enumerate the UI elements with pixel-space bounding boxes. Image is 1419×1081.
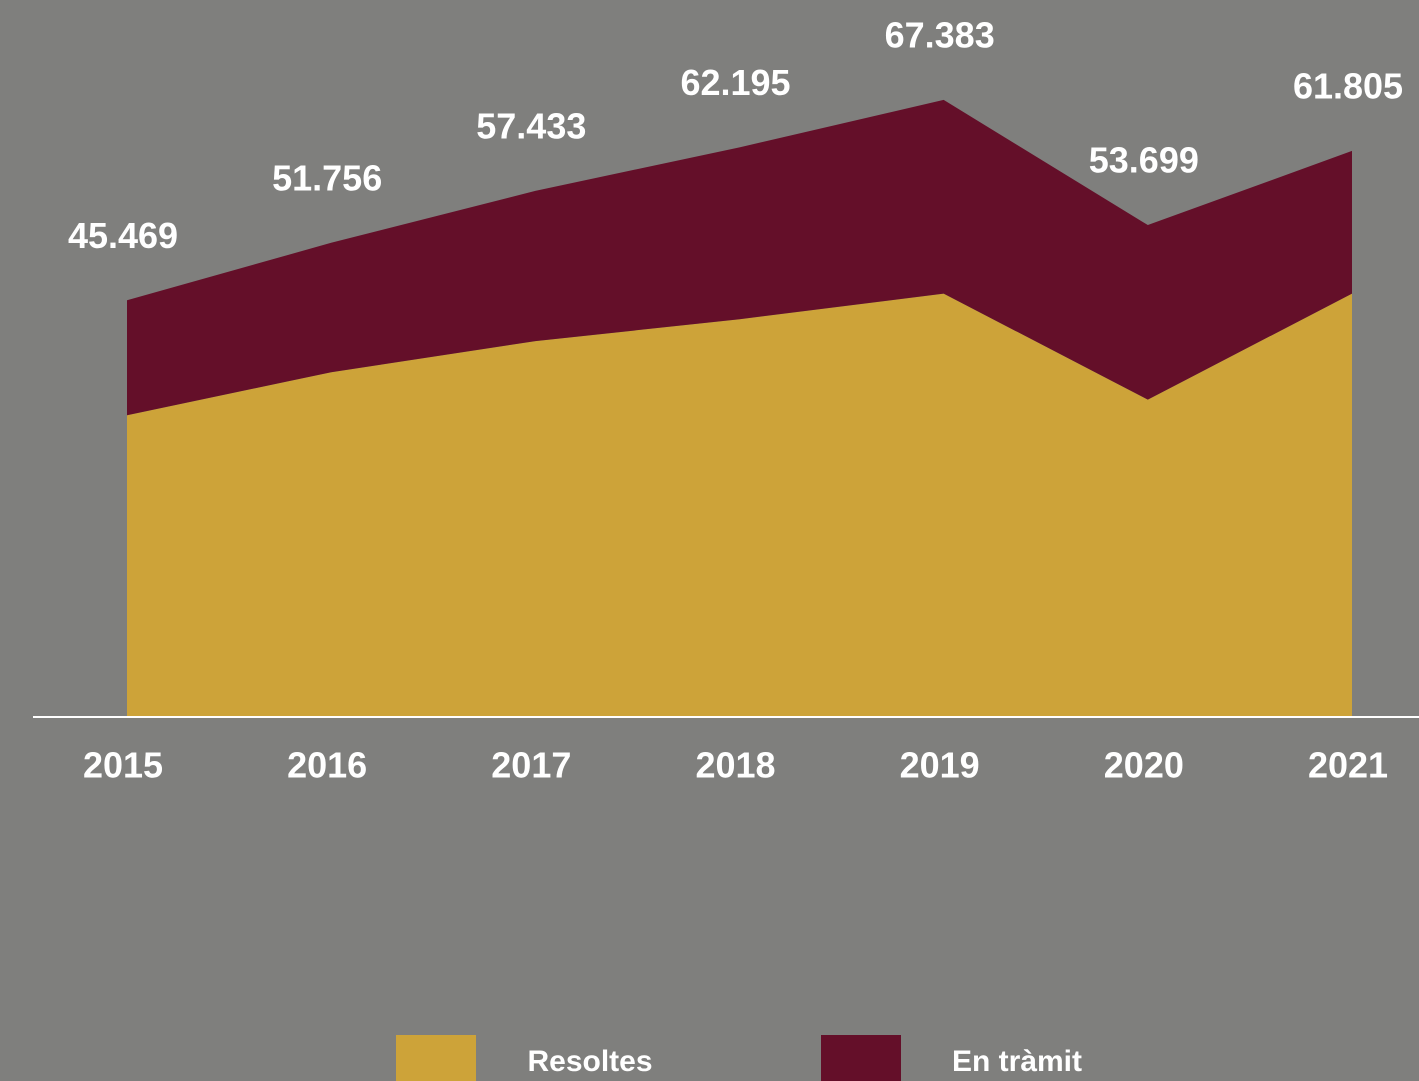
total-label: 45.469 [68,215,178,256]
x-tick-label: 2015 [83,745,163,786]
total-label: 67.383 [885,14,995,55]
x-tick-label: 2016 [287,745,367,786]
x-tick-label: 2017 [491,745,571,786]
x-tick-label: 2019 [900,745,980,786]
legend-label: En tràmit [952,1045,1082,1078]
x-tick-label: 2021 [1308,745,1388,786]
area [127,293,1352,716]
total-label: 53.699 [1089,140,1199,181]
x-tick-label: 2020 [1104,745,1184,786]
total-label: 61.805 [1293,65,1403,106]
x-tick-label: 2018 [695,745,775,786]
total-label: 51.756 [272,157,382,198]
total-label: 57.433 [476,105,586,146]
legend-label: Resoltes [527,1045,652,1078]
total-label: 62.195 [680,62,790,103]
legend-swatch [396,1035,476,1081]
legend-swatch [821,1035,901,1081]
area [127,99,1352,416]
